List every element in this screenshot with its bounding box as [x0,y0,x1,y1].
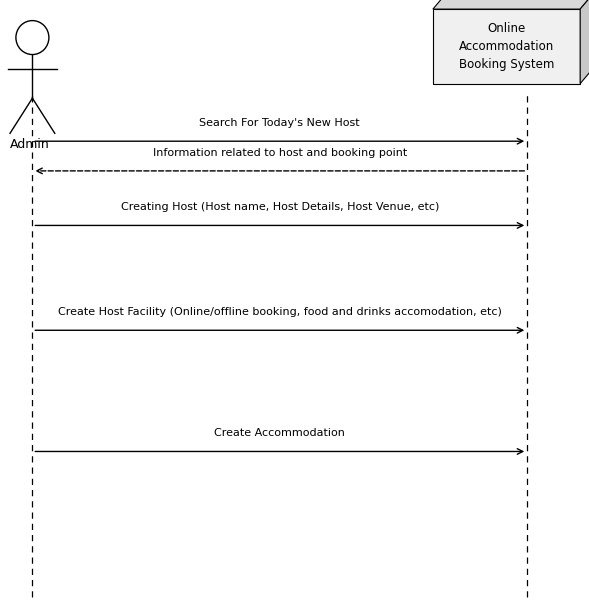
Text: Admin: Admin [9,138,49,150]
Text: Information related to host and booking point: Information related to host and booking … [153,147,407,158]
Polygon shape [433,0,589,9]
Text: Create Accommodation: Create Accommodation [214,428,345,438]
Polygon shape [433,9,580,84]
Text: Search For Today's New Host: Search For Today's New Host [200,118,360,128]
Text: Create Host Facility (Online/offline booking, food and drinks accomodation, etc): Create Host Facility (Online/offline boo… [58,307,502,317]
Text: Online
Accommodation
Booking System: Online Accommodation Booking System [459,22,554,71]
Text: Creating Host (Host name, Host Details, Host Venue, etc): Creating Host (Host name, Host Details, … [121,202,439,212]
Polygon shape [580,0,589,84]
